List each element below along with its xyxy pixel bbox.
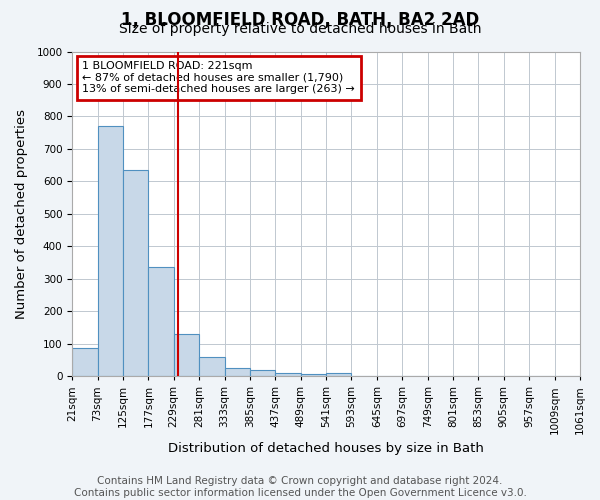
- Bar: [250, 370, 275, 376]
- Text: 1, BLOOMFIELD ROAD, BATH, BA2 2AD: 1, BLOOMFIELD ROAD, BATH, BA2 2AD: [121, 11, 479, 29]
- Bar: [199, 357, 224, 376]
- Text: Contains HM Land Registry data © Crown copyright and database right 2024.
Contai: Contains HM Land Registry data © Crown c…: [74, 476, 526, 498]
- Y-axis label: Number of detached properties: Number of detached properties: [15, 109, 28, 319]
- Text: Size of property relative to detached houses in Bath: Size of property relative to detached ho…: [119, 22, 481, 36]
- Bar: [174, 334, 199, 376]
- Bar: [72, 348, 98, 376]
- Bar: [224, 368, 250, 376]
- Text: 1 BLOOMFIELD ROAD: 221sqm
← 87% of detached houses are smaller (1,790)
13% of se: 1 BLOOMFIELD ROAD: 221sqm ← 87% of detac…: [82, 61, 355, 94]
- Bar: [98, 126, 123, 376]
- Bar: [275, 373, 301, 376]
- Bar: [301, 374, 326, 376]
- Bar: [123, 170, 148, 376]
- X-axis label: Distribution of detached houses by size in Bath: Distribution of detached houses by size …: [168, 442, 484, 455]
- Bar: [148, 268, 174, 376]
- Bar: [326, 373, 352, 376]
